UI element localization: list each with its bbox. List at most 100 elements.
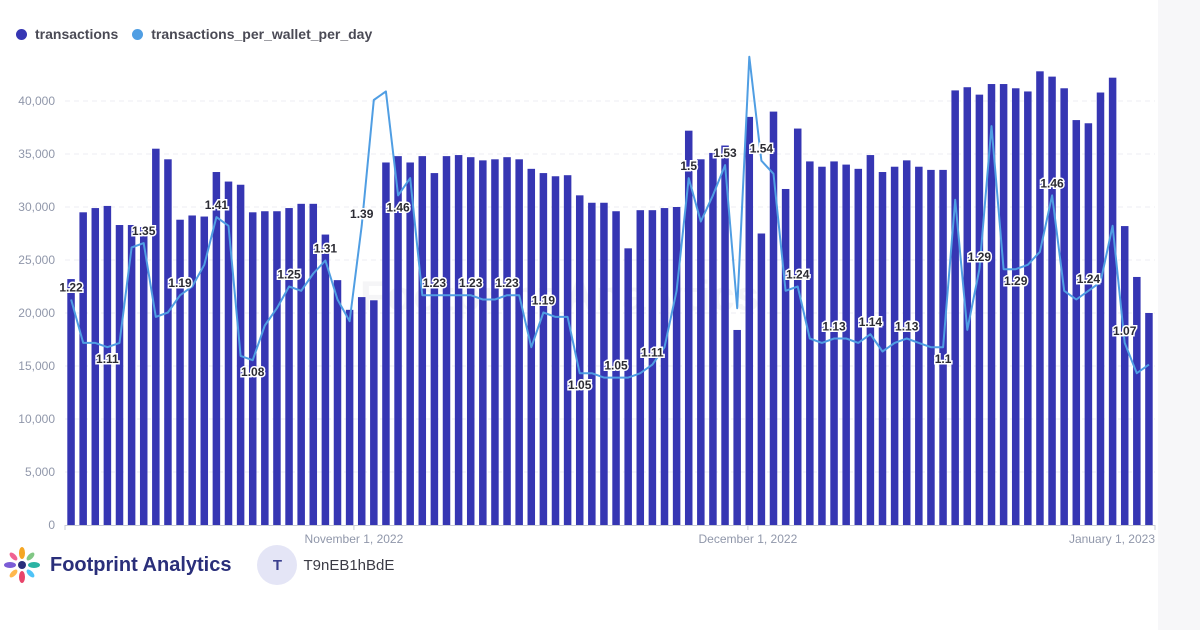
- bar: [830, 161, 838, 526]
- bar: [1096, 92, 1105, 526]
- bar: [164, 159, 172, 526]
- line-data-label: 1.39: [350, 207, 374, 221]
- y-tick-label: 40,000: [18, 94, 55, 108]
- bar: [442, 156, 451, 525]
- bar: [200, 216, 209, 526]
- line-data-label: 1.25: [277, 268, 301, 282]
- bar: [951, 90, 959, 526]
- bar: [709, 152, 717, 525]
- bar: [624, 248, 632, 525]
- line-data-label: 1.1: [935, 352, 952, 366]
- line-data-label: 1.5: [680, 159, 697, 173]
- bar: [248, 212, 257, 526]
- bar: [491, 159, 499, 526]
- bar: [672, 207, 681, 525]
- bar: [963, 87, 972, 525]
- bar: [733, 329, 741, 525]
- footer-bar: Footprint Analytics T T9nEB1hBdE: [0, 543, 1158, 587]
- bar: [1108, 77, 1117, 526]
- x-tick-label: November 1, 2022: [305, 532, 404, 546]
- chart-legend: transactions transactions_per_wallet_per…: [16, 26, 372, 42]
- bar: [382, 162, 390, 526]
- bar: [115, 225, 124, 525]
- legend-item-transactions-per-wallet[interactable]: transactions_per_wallet_per_day: [132, 26, 372, 42]
- legend-item-transactions[interactable]: transactions: [16, 26, 118, 42]
- line-series-transactions-per-wallet: [70, 55, 1150, 379]
- bar: [745, 116, 754, 526]
- bar: [1133, 276, 1141, 525]
- y-tick-label: 20,000: [18, 306, 55, 320]
- bar: [878, 172, 887, 525]
- line-data-label: 1.24: [786, 268, 810, 282]
- flower-logo-icon: [4, 547, 40, 583]
- bar: [1145, 313, 1153, 525]
- bar: [769, 111, 778, 525]
- line-data-label: 1.19: [168, 276, 192, 290]
- bar: [781, 188, 790, 526]
- bar: [600, 202, 608, 525]
- bar: [515, 159, 523, 526]
- bar: [915, 166, 923, 525]
- line-data-label: 1.53: [713, 146, 737, 160]
- bar-series-transactions: [67, 71, 1153, 526]
- bar: [212, 172, 221, 525]
- line-data-label: 1.29: [1004, 274, 1028, 288]
- bar: [588, 202, 596, 525]
- avatar[interactable]: T: [257, 545, 298, 585]
- bar: [1084, 123, 1093, 525]
- bar: [176, 219, 184, 525]
- bar: [1120, 226, 1129, 525]
- bar: [612, 211, 620, 526]
- bar: [842, 164, 850, 525]
- line-path: [70, 55, 1150, 379]
- bar: [430, 173, 439, 525]
- bar: [890, 166, 899, 525]
- bar: [321, 234, 330, 525]
- bar: [394, 156, 402, 525]
- bar: [152, 148, 160, 525]
- user-name[interactable]: T9nEB1hBdE: [303, 556, 395, 574]
- line-data-label: 1.31: [314, 241, 338, 255]
- bar: [793, 128, 802, 525]
- right-edge-panel: [1158, 0, 1200, 630]
- bar: [103, 205, 112, 525]
- bar: [466, 157, 475, 525]
- bar: [987, 84, 996, 525]
- bar: [1048, 76, 1056, 526]
- legend-dot-transactions-per-wallet: [132, 28, 144, 40]
- bar: [660, 208, 669, 525]
- bar: [79, 212, 87, 526]
- bar: [975, 94, 984, 525]
- bar: [503, 157, 511, 525]
- line-data-label: 1.08: [241, 365, 265, 379]
- line-data-label: 1.24: [1077, 272, 1101, 286]
- bar: [1024, 91, 1032, 526]
- brand[interactable]: Footprint Analytics: [2, 545, 231, 585]
- line-data-label: 1.22: [59, 281, 83, 295]
- bar: [636, 210, 645, 525]
- line-data-label: 1.19: [532, 294, 556, 308]
- bar: [345, 309, 354, 525]
- bar: [357, 297, 366, 525]
- bar: [721, 145, 729, 525]
- bar: [273, 211, 281, 526]
- line-data-label: 1.11: [96, 352, 119, 366]
- bar: [648, 210, 657, 525]
- line-data-label: 1.54: [750, 142, 774, 156]
- bar: [818, 166, 826, 525]
- line-data-label: 1.46: [386, 200, 410, 214]
- y-tick-label: 30,000: [18, 200, 55, 214]
- bar: [866, 155, 875, 525]
- brand-name: Footprint Analytics: [50, 553, 232, 576]
- y-tick-label: 25,000: [18, 253, 55, 267]
- line-data-label: 1.35: [132, 224, 156, 238]
- bar: [1036, 71, 1044, 525]
- bar: [757, 233, 766, 525]
- data-labels: 1.22 1.11 1.35 1.19 1.41 1.08 1.25 1.31 1.39 1.46…: [58, 140, 1138, 393]
- y-tick-label: 10,000: [18, 412, 55, 426]
- bar: [539, 173, 548, 525]
- bar: [333, 280, 342, 525]
- axes: 0 5,000 10,000 15,000 20,000 25,000 30,000 35,0…: [18, 94, 1156, 546]
- line-data-label: 1.29: [968, 250, 992, 264]
- line-data-label: 1.05: [568, 378, 592, 392]
